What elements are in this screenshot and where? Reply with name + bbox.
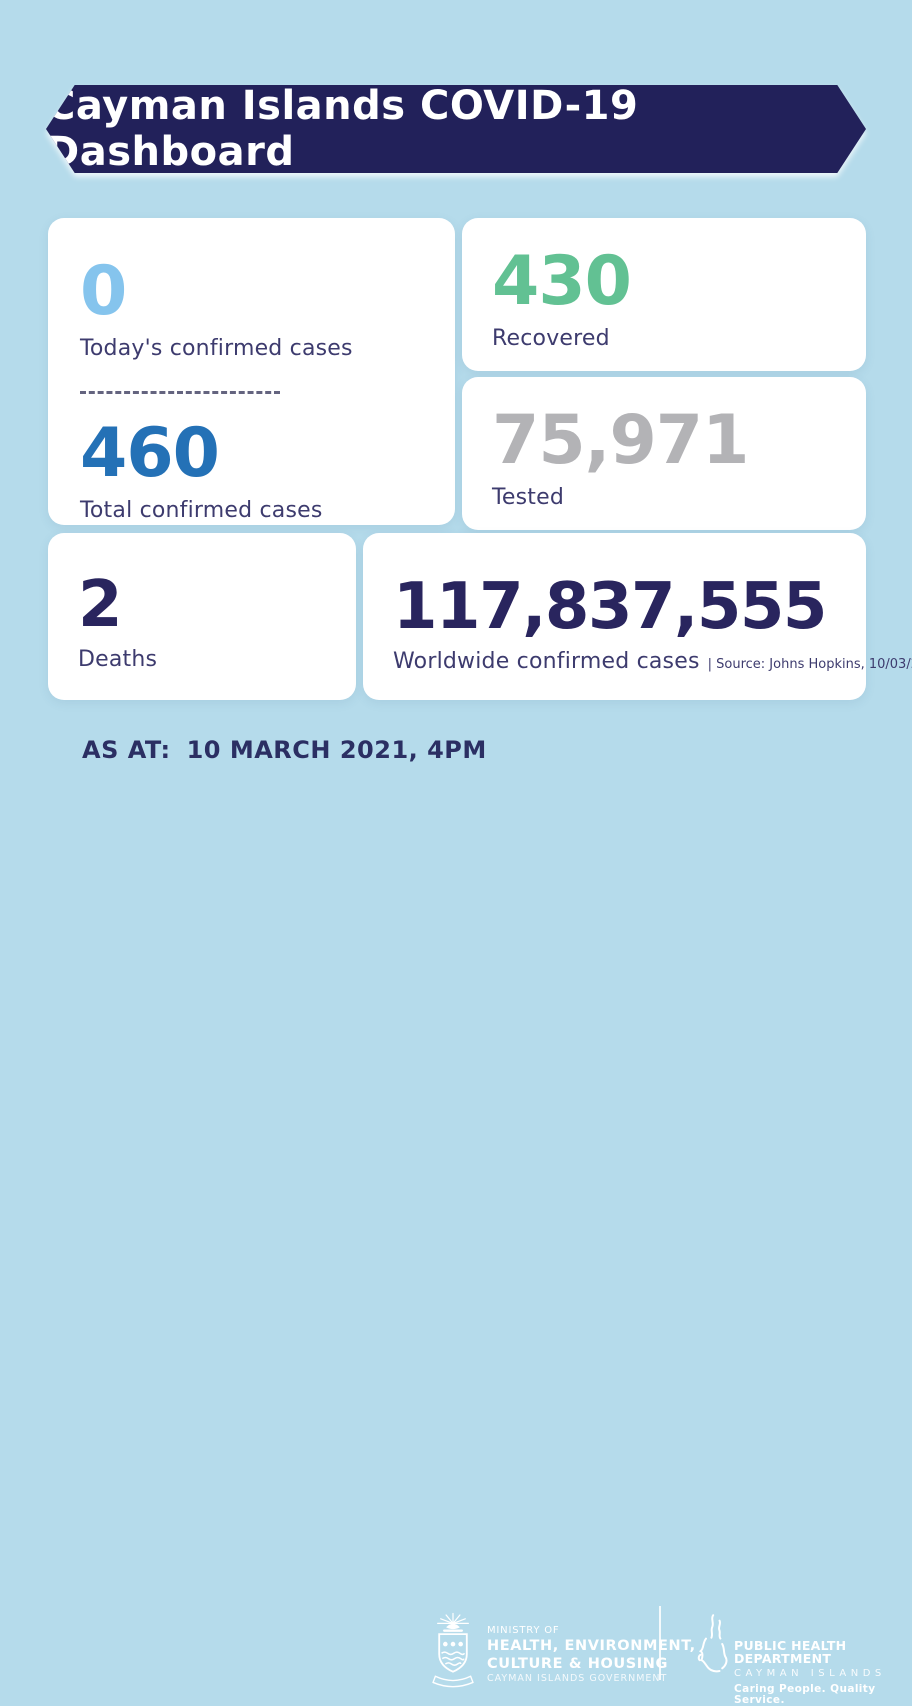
as-at-value: 10 MARCH 2021, 4PM xyxy=(186,736,487,764)
worldwide-stat: 117,837,555 Worldwide confirmed cases | … xyxy=(363,533,912,700)
ministry-line2: HEALTH, ENVIRONMENT, xyxy=(487,1638,696,1654)
footer-logos: MINISTRY OF HEALTH, ENVIRONMENT, CULTURE… xyxy=(0,800,912,1705)
card-tested: 75,971 Tested xyxy=(462,377,866,530)
dashboard-canvas: Cayman Islands COVID-19 Dashboard 0 Toda… xyxy=(0,85,912,1705)
total-confirmed-stat: 460 Total confirmed cases xyxy=(80,414,423,524)
page-title: Cayman Islands COVID-19 Dashboard xyxy=(46,83,639,175)
recovered-value: 430 xyxy=(492,242,632,321)
phd-logo-text: PUBLIC HEALTH DEPARTMENT CAYMAN ISLANDS … xyxy=(734,1638,912,1706)
ministry-line3: CULTURE & HOUSING xyxy=(487,1655,669,1672)
as-at-label: AS AT: xyxy=(82,736,171,764)
tested-label: Tested xyxy=(492,485,565,510)
title-banner-ribbon: Cayman Islands COVID-19 Dashboard xyxy=(46,85,866,173)
ministry-line1: MINISTRY OF xyxy=(487,1625,560,1636)
card-worldwide: 117,837,555 Worldwide confirmed cases | … xyxy=(363,533,912,700)
card-recovered: 430 Recovered xyxy=(462,218,866,371)
worldwide-label: Worldwide confirmed cases xyxy=(393,649,700,674)
title-banner: Cayman Islands COVID-19 Dashboard xyxy=(46,85,866,173)
today-confirmed-value: 0 xyxy=(80,252,127,331)
footer-divider xyxy=(659,1606,661,1680)
today-confirmed-stat: 0 Today's confirmed cases xyxy=(80,252,423,362)
card-deaths: 2 Deaths xyxy=(48,533,356,700)
deaths-stat: 2 Deaths xyxy=(48,533,356,700)
cayman-islands-outline-icon xyxy=(697,1614,728,1673)
as-at-line: AS AT: 10 MARCH 2021, 4PM xyxy=(82,736,487,764)
worldwide-value: 117,837,555 xyxy=(393,570,827,644)
phd-line2: CAYMAN ISLANDS xyxy=(734,1668,886,1679)
ministry-line4: CAYMAN ISLANDS GOVERNMENT xyxy=(487,1673,668,1684)
recovered-stat: 430 Recovered xyxy=(462,218,866,371)
deaths-label: Deaths xyxy=(78,647,158,672)
total-confirmed-label: Total confirmed cases xyxy=(80,498,323,523)
ministry-logo-text: MINISTRY OF HEALTH, ENVIRONMENT, CULTURE… xyxy=(487,1626,696,1684)
tested-value: 75,971 xyxy=(492,401,749,480)
deaths-value: 2 xyxy=(78,568,123,642)
today-confirmed-label: Today's confirmed cases xyxy=(80,336,353,361)
phd-line1: PUBLIC HEALTH DEPARTMENT xyxy=(734,1638,847,1666)
worldwide-source: | Source: Johns Hopkins, 10/03/2021, 2.2… xyxy=(707,657,912,672)
recovered-label: Recovered xyxy=(492,326,610,351)
card-confirmed-cases: 0 Today's confirmed cases 460 Total conf… xyxy=(48,218,455,525)
dashed-divider xyxy=(80,391,280,394)
total-confirmed-value: 460 xyxy=(80,414,220,493)
cayman-coat-of-arms-icon xyxy=(432,1612,474,1688)
tested-stat: 75,971 Tested xyxy=(462,377,866,530)
phd-line3: Caring People. Quality Service. xyxy=(734,1683,876,1706)
